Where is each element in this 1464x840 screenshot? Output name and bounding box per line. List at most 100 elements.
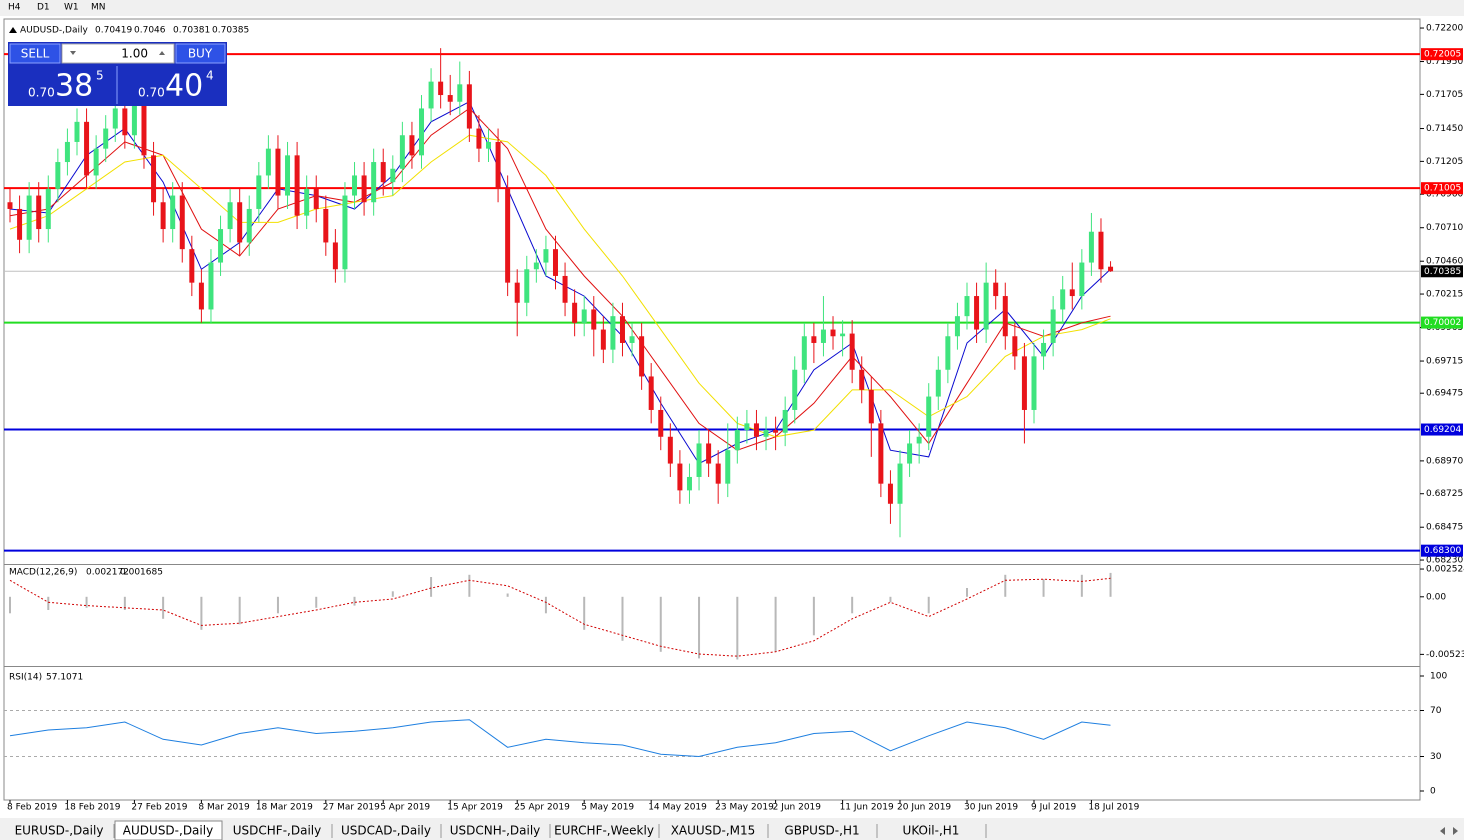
macd-title: MACD(12,26,9) (9, 568, 77, 578)
candle-body (600, 329, 606, 350)
candle-body (246, 208, 252, 243)
candle-body (945, 336, 951, 370)
macd-bar (468, 574, 471, 597)
rsi-tick-label: 30 (1430, 752, 1442, 762)
y-tick-label: 0.68475 (1426, 523, 1463, 533)
y-tick-label: 0.71205 (1426, 157, 1463, 167)
candle-body (294, 155, 300, 216)
tab[interactable]: EURCHF-,Weekly (551, 821, 660, 840)
tab-label[interactable]: EURUSD-,Daily (15, 824, 104, 838)
tab-label[interactable]: USDCNH-,Daily (450, 824, 541, 838)
candle-body (706, 443, 712, 464)
candle-body (811, 336, 817, 343)
tab[interactable]: USDCAD-,Daily (333, 821, 442, 840)
macd-bar (238, 596, 241, 625)
tab-label[interactable]: GBPUSD-,H1 (784, 824, 859, 838)
candle-body (907, 443, 913, 464)
tab-scroll-left[interactable] (1440, 827, 1445, 835)
timeframe-button[interactable]: D1 (37, 3, 50, 13)
lots-down[interactable] (70, 51, 76, 55)
candle-body (782, 409, 788, 433)
tab-bg[interactable] (442, 821, 549, 840)
tab-bg[interactable] (660, 821, 767, 840)
candle-body (648, 376, 654, 410)
tab-bg[interactable] (224, 821, 331, 840)
lots-up[interactable] (159, 51, 165, 55)
tab-label[interactable]: EURCHF-,Weekly (554, 824, 654, 838)
tab[interactable]: AUDUSD-,Daily (114, 820, 223, 840)
tab[interactable]: EURUSD-,Daily (6, 821, 115, 840)
tab[interactable]: XAUUSD-,M15 (660, 821, 769, 840)
candle-body (323, 208, 329, 243)
tab[interactable]: USDCHF-,Daily (224, 821, 333, 840)
sell-button[interactable] (9, 43, 61, 64)
tab[interactable]: UKOil-,H1 (878, 821, 987, 840)
tab-label[interactable]: USDCHF-,Daily (233, 824, 321, 838)
candle-body (84, 121, 90, 176)
candle-body (591, 309, 597, 330)
candle-body (457, 84, 463, 102)
tab-bg[interactable] (6, 821, 113, 840)
buy-button[interactable] (175, 43, 226, 64)
candle-body (275, 148, 281, 196)
x-tick-label: 5 Apr 2019 (380, 803, 430, 813)
tab-scroll-right[interactable] (1453, 827, 1458, 835)
tab-label[interactable]: AUDUSD-,Daily (123, 824, 213, 838)
candle-body (1041, 342, 1047, 357)
tab-label[interactable]: UKOil-,H1 (903, 824, 960, 838)
tab-bg[interactable] (333, 821, 440, 840)
tab[interactable]: GBPUSD-,H1 (769, 821, 878, 840)
macd-bar (966, 588, 968, 597)
x-tick-label: 30 Jun 2019 (964, 803, 1018, 813)
lots-input[interactable] (61, 43, 175, 64)
candle-body (763, 430, 769, 437)
candle-body (744, 423, 750, 431)
x-tick-label: 20 Jun 2019 (897, 803, 951, 813)
macd-bar (85, 596, 88, 608)
candle-body (619, 316, 625, 343)
lots-value[interactable]: 1.00 (121, 47, 148, 61)
level-tag (1421, 544, 1463, 557)
macd-bar (927, 596, 930, 614)
x-tick-label: 25 Apr 2019 (514, 803, 570, 813)
candle-body (428, 81, 434, 109)
tab-bg[interactable] (114, 820, 223, 840)
y-tick-label: 0.68230 (1426, 556, 1463, 566)
candle-body (198, 282, 204, 310)
candle-body (141, 101, 147, 156)
rsi-value: 57.1071 (46, 673, 83, 683)
tab[interactable]: USDCNH-,Daily (442, 821, 551, 840)
timeframe-button[interactable]: W1 (64, 3, 79, 13)
buy-label[interactable]: BUY (188, 47, 213, 61)
toolbar (0, 0, 1464, 16)
candle-body (820, 329, 826, 343)
candle-body (1050, 309, 1056, 343)
macd-tick-label: 0.002524 (1426, 565, 1464, 575)
tab-label[interactable]: USDCAD-,Daily (341, 824, 431, 838)
chart-title: AUDUSD-,Daily (20, 26, 88, 36)
candle-body (55, 162, 61, 189)
tab-bg[interactable] (551, 821, 658, 840)
timeframe-button[interactable]: H4 (8, 3, 21, 13)
collapse-icon[interactable] (9, 27, 17, 33)
x-tick-label: 5 May 2019 (581, 803, 634, 813)
x-tick-label: 8 Mar 2019 (198, 803, 250, 813)
candle-body (1021, 356, 1027, 410)
tab-bg[interactable] (769, 821, 876, 840)
candle-body (677, 463, 683, 491)
tab-bg[interactable] (878, 821, 985, 840)
x-tick-label: 23 May 2019 (715, 803, 774, 813)
macd-bar (659, 596, 662, 652)
sell-label[interactable]: SELL (21, 47, 50, 61)
chart-frame (3, 18, 1421, 801)
candle-body (801, 336, 807, 370)
x-tick-label: 15 Apr 2019 (447, 803, 503, 813)
ask-prefix: 0.70 (138, 86, 165, 100)
tab-label[interactable]: XAUUSD-,M15 (671, 824, 756, 838)
macd-bar (9, 596, 11, 614)
candle-body (237, 202, 243, 243)
candle-body (658, 409, 664, 437)
candle-body (313, 188, 319, 209)
timeframe-button[interactable]: MN (91, 3, 106, 13)
